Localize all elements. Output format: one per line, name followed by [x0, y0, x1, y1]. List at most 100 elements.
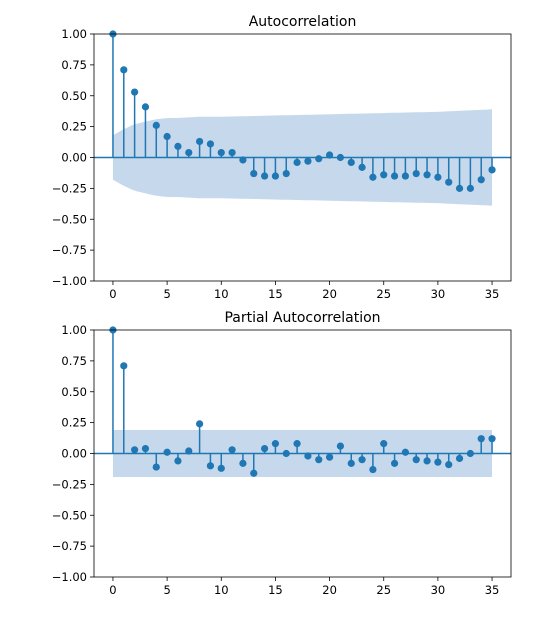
- acf-xtick-label: 15: [268, 287, 283, 301]
- pacf-ytick-label: 0.75: [61, 354, 87, 368]
- pacf-point-lag-3: [141, 444, 150, 453]
- acf-point-lag-2: [131, 88, 139, 96]
- acf-xtick-label: 25: [376, 287, 391, 301]
- pacf-point-lag-15: [271, 440, 280, 448]
- acf-point-lag-19: [315, 155, 323, 163]
- pacf-xtick-label: 30: [431, 583, 446, 597]
- acf-point-lag-22: [347, 158, 355, 167]
- acf-point-lag-12: [239, 156, 247, 164]
- pacf-point-lag-4: [152, 463, 160, 471]
- pacf-ytick-label: 0.50: [61, 385, 87, 399]
- acf-point-lag-34: [477, 176, 485, 184]
- acf-point-lag-7: [185, 148, 193, 157]
- acf-point-lag-33: [466, 184, 474, 192]
- pacf-point-lag-7: [185, 447, 193, 455]
- acf-point-lag-6: [174, 142, 182, 150]
- pacf-point-lag-34: [477, 435, 485, 443]
- acf-point-lag-11: [228, 148, 236, 157]
- pacf-ytick-label: −0.25: [52, 477, 87, 491]
- acf-point-lag-30: [434, 173, 442, 181]
- pacf-point-lag-28: [412, 456, 420, 464]
- pacf-point-lag-9: [206, 462, 215, 470]
- acf-point-lag-23: [358, 163, 366, 171]
- pacf-ytick-label: −0.50: [52, 508, 87, 522]
- pacf-ytick-label: 0.25: [61, 416, 87, 430]
- acf-point-lag-25: [380, 171, 388, 179]
- acf-xtick-label: 5: [163, 287, 170, 301]
- acf-point-lag-8: [196, 137, 204, 146]
- pacf-point-lag-35: [488, 435, 496, 443]
- pacf-point-lag-5: [163, 448, 171, 456]
- pacf-ytick-label: 1.00: [61, 323, 87, 337]
- acf-point-lag-3: [141, 103, 150, 111]
- acf-point-lag-14: [260, 172, 269, 180]
- pacf-ytick-label: −1.00: [52, 570, 87, 584]
- pacf-point-lag-23: [358, 456, 366, 464]
- pacf-point-lag-18: [304, 452, 312, 460]
- acf-point-lag-17: [293, 158, 301, 167]
- acf-xtick-label: 0: [109, 287, 116, 301]
- acf-xtick-label: 35: [485, 287, 500, 301]
- acf-point-lag-5: [163, 132, 171, 141]
- acf-point-lag-9: [206, 140, 215, 148]
- pacf-xtick-label: 15: [268, 583, 283, 597]
- acf-point-lag-4: [152, 121, 160, 129]
- acf-title: Autocorrelation: [249, 14, 357, 30]
- pacf-point-lag-14: [260, 444, 269, 453]
- pacf-point-lag-8: [196, 420, 204, 428]
- pacf-point-lag-27: [401, 448, 409, 456]
- pacf-point-lag-11: [228, 446, 236, 454]
- acf-point-lag-20: [325, 151, 334, 159]
- pacf-ytick-label: −0.75: [52, 539, 87, 553]
- acf-panel: Autocorrelation 1.00 0.75 0.50 0.25 0.00 −0.25…: [52, 14, 512, 301]
- pacf-point-lag-13: [250, 469, 258, 477]
- acf-xtick-label: 20: [322, 287, 337, 301]
- pacf-xtick-label: 25: [376, 583, 391, 597]
- pacf-xtick-label: 10: [214, 583, 229, 597]
- acf-point-lag-35: [488, 166, 496, 174]
- pacf-point-lag-31: [445, 461, 453, 469]
- acf-ytick-label: −1.00: [52, 274, 87, 288]
- pacf-title: Partial Autocorrelation: [224, 310, 380, 326]
- pacf-ytick-label: 0.00: [61, 447, 87, 461]
- pacf-xtick-label: 0: [109, 583, 116, 597]
- acf-point-lag-31: [445, 178, 453, 186]
- pacf-point-lag-25: [380, 440, 388, 448]
- acf-point-lag-29: [423, 171, 431, 179]
- acf-point-lag-13: [250, 169, 258, 178]
- acf-ytick-label: −0.75: [52, 243, 87, 257]
- acf-ytick-label: 0.50: [61, 89, 87, 103]
- pacf-point-lag-2: [131, 446, 139, 454]
- acf-point-lag-10: [217, 148, 225, 157]
- acf-point-lag-32: [455, 184, 464, 192]
- pacf-point-lag-20: [325, 453, 334, 461]
- pacf-point-lag-21: [336, 442, 345, 450]
- pacf-point-lag-6: [174, 457, 182, 465]
- acf-ytick-label: 0.00: [61, 151, 87, 165]
- pacf-point-lag-12: [239, 459, 247, 467]
- pacf-xtick-label: 35: [485, 583, 500, 597]
- pacf-point-lag-19: [315, 456, 323, 464]
- acf-ytick-label: −0.50: [52, 212, 87, 226]
- pacf-point-lag-16: [282, 449, 290, 458]
- pacf-xtick-label: 5: [163, 583, 170, 597]
- acf-xtick-label: 30: [431, 287, 446, 301]
- acf-point-lag-24: [369, 173, 377, 181]
- acf-point-lag-26: [390, 172, 399, 180]
- pacf-point-lag-26: [390, 459, 399, 467]
- pacf-point-lag-24: [369, 465, 377, 474]
- acf-ytick-label: 1.00: [61, 27, 87, 41]
- pacf-point-lag-1: [120, 362, 128, 370]
- acf-ytick-label: 0.25: [61, 120, 87, 134]
- pacf-point-lag-17: [293, 440, 301, 448]
- acf-point-lag-28: [412, 169, 420, 178]
- acf-point-lag-21: [336, 153, 345, 162]
- acf-ytick-label: 0.75: [61, 58, 87, 72]
- acf-ytick-label: −0.25: [52, 181, 87, 195]
- pacf-point-lag-30: [434, 458, 442, 466]
- pacf-panel: Partial Autocorrelation 1.00 0.75 0.50 0.25 0…: [52, 310, 512, 597]
- pacf-point-lag-10: [217, 464, 225, 472]
- pacf-point-lag-32: [455, 454, 464, 463]
- acf-xtick-label: 10: [214, 287, 229, 301]
